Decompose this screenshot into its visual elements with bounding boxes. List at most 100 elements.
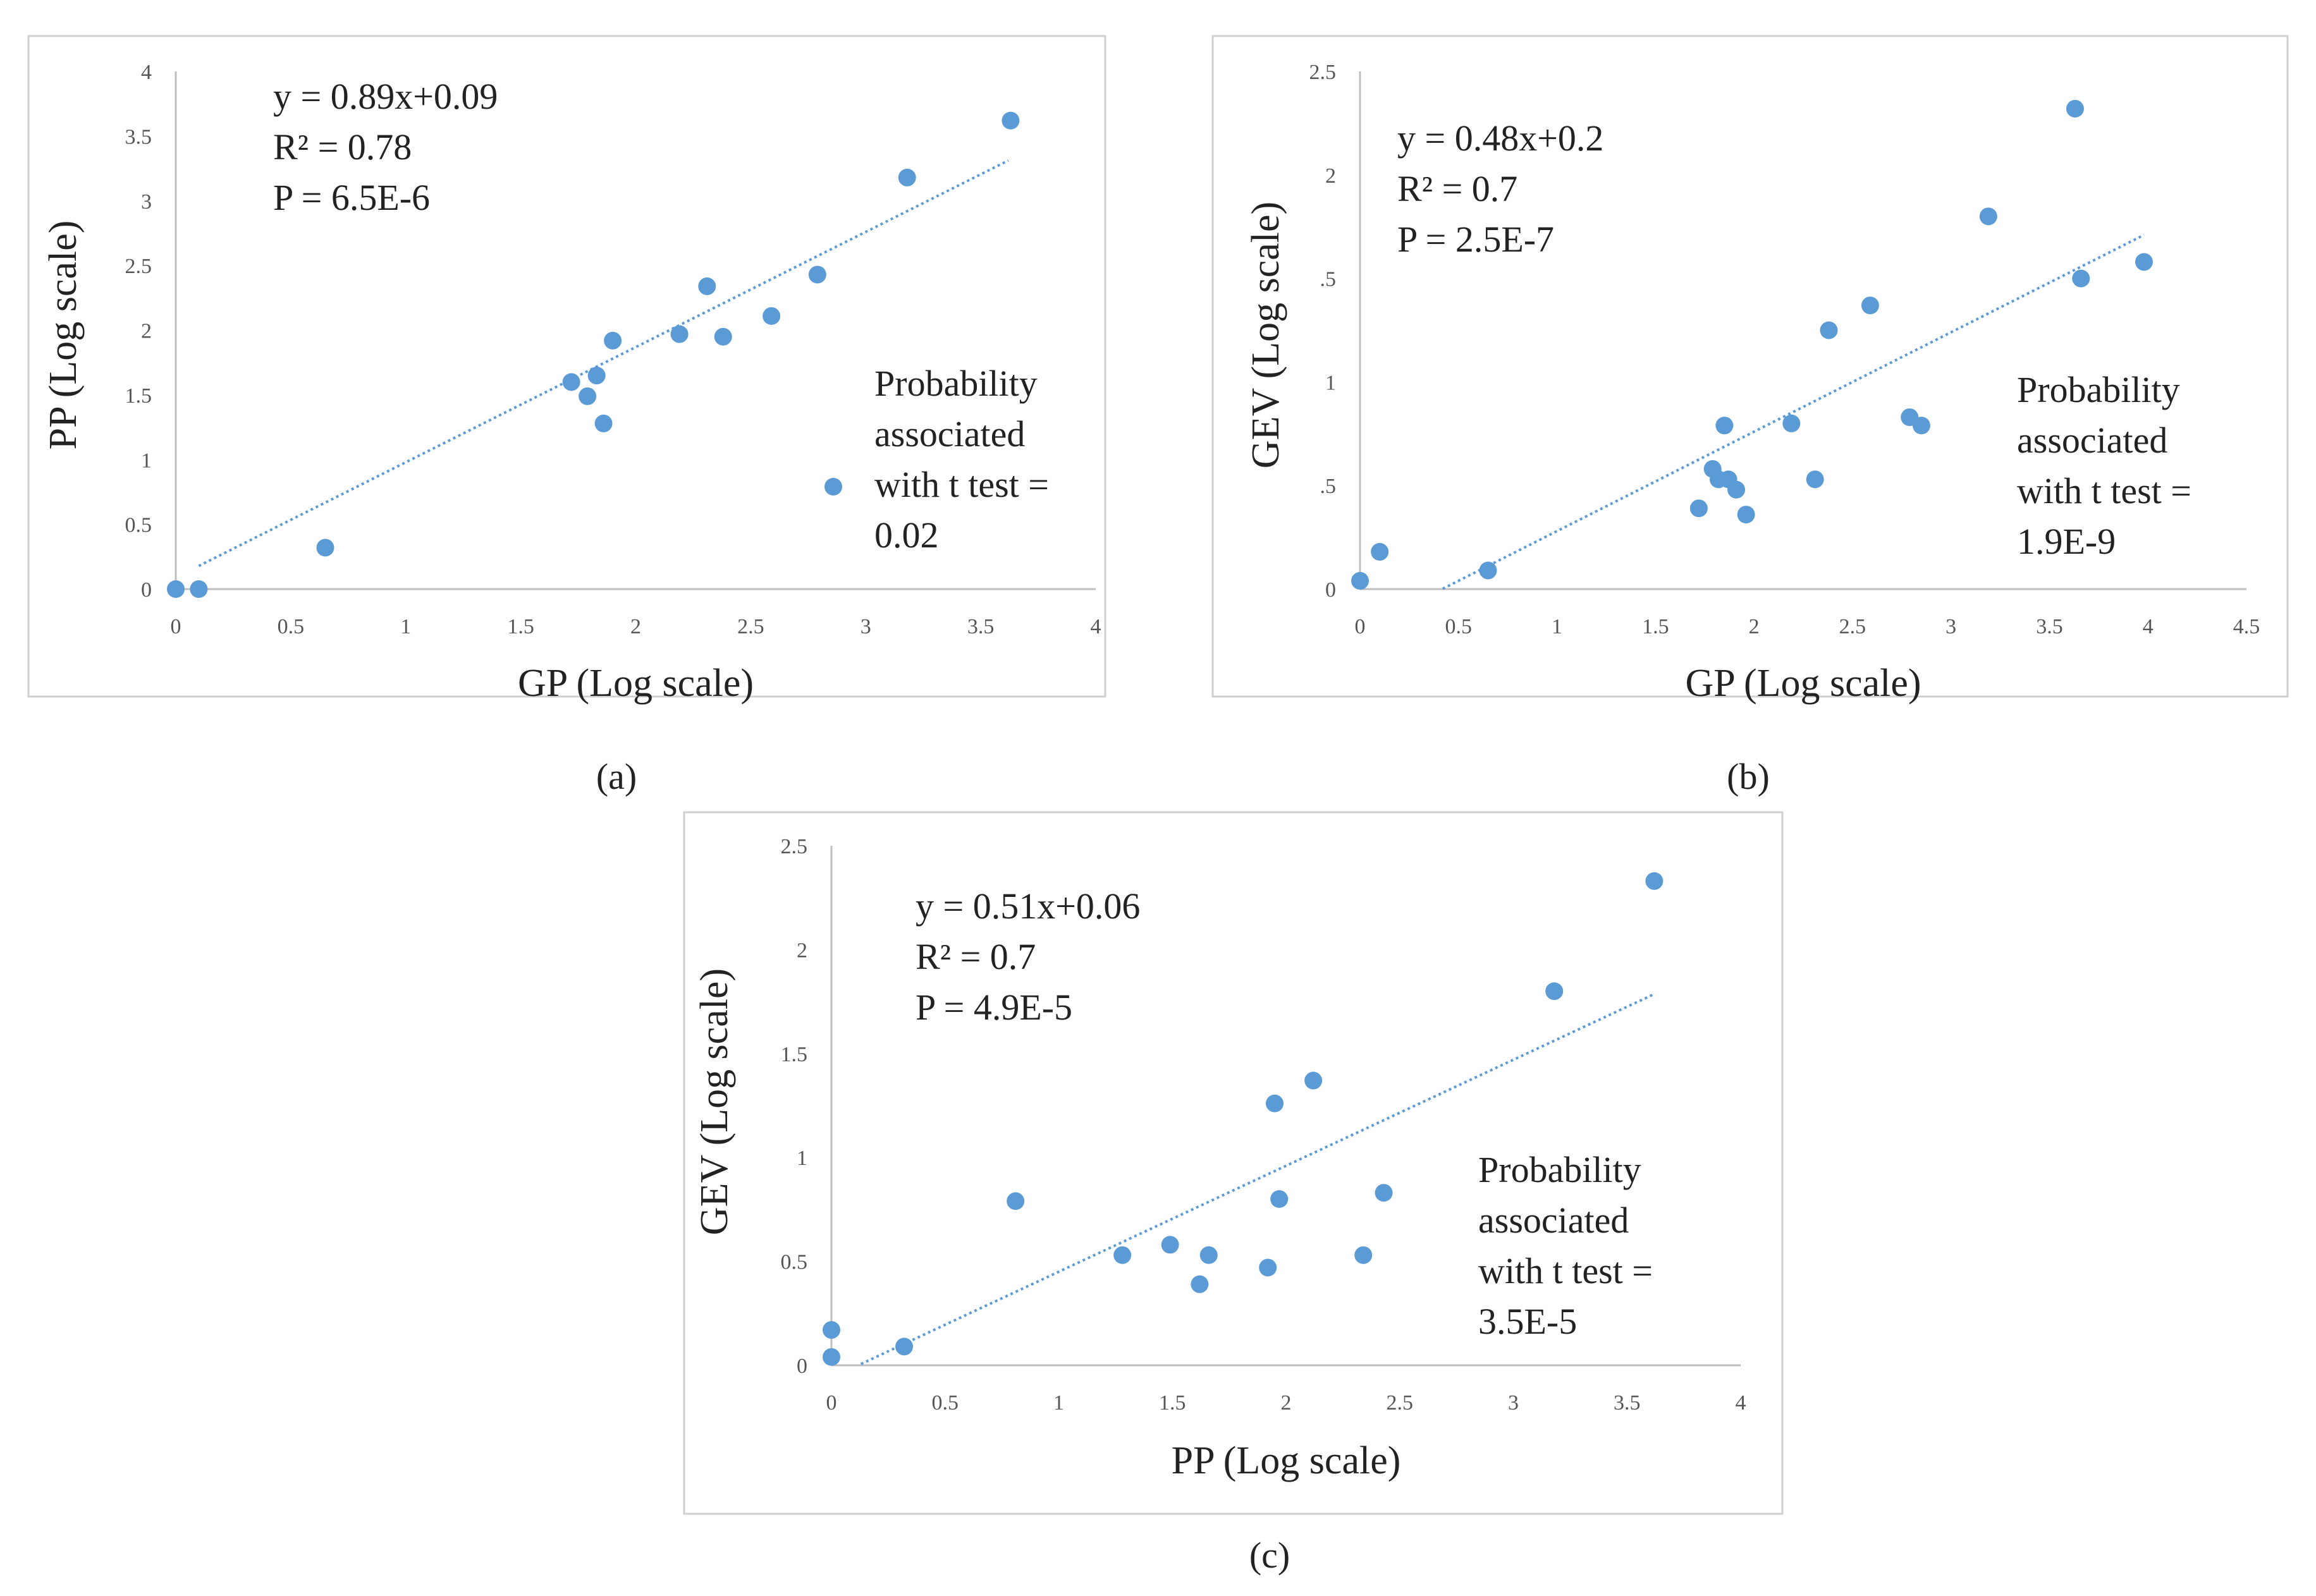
panel-c-caption: (c) (1249, 1535, 1290, 1576)
panel-b-equation: y = 0.48x+0.2 (1397, 118, 1603, 159)
panel-a-data-point (316, 539, 334, 557)
panel-a-data-point (763, 307, 781, 325)
panel-a-x-tick-label: 2.5 (737, 615, 764, 638)
panel-c-data-point (895, 1337, 914, 1356)
panel-c-y-tick-label: 0 (797, 1355, 807, 1378)
panel-b-legend-text: Probability (2017, 369, 2180, 410)
panel-c-x-tick-label: 2.5 (1387, 1391, 1414, 1415)
panel-c-data-point (823, 1348, 840, 1366)
panel-b-y-tick-label: 1 (1325, 371, 1336, 394)
panel-a-data-point (670, 325, 689, 343)
panel-b-data-point (1689, 499, 1708, 518)
panel-b-frame (1211, 35, 2289, 698)
panel-a-data-point (562, 373, 580, 391)
panel-c-y-tick-label: 0.5 (781, 1251, 808, 1274)
panel-b-trendline (1442, 233, 2145, 590)
panel-a-x-tick-label: 3 (861, 615, 871, 638)
panel-b-x-tick-label: 4 (2143, 615, 2154, 638)
panel-a-p-value: P = 6.5E-6 (273, 177, 430, 218)
panel-c-data-point (1270, 1190, 1289, 1208)
panel-c-r-squared: R² = 0.7 (916, 936, 1036, 977)
panel-b-x-tick-label: 3 (1945, 615, 1956, 638)
panel-a-x-tick-label: 0.5 (278, 615, 305, 638)
panel-b-y-axis-title: GEV (Log scale) (1244, 202, 1287, 468)
panel-b-x-tick-label: 2.5 (1839, 615, 1866, 638)
panel-b-data-point (1912, 417, 1930, 435)
panel-c-frame (683, 811, 1784, 1515)
panel-c-y-tick-label: 1 (797, 1147, 807, 1170)
panel-b-r-squared: R² = 0.7 (1397, 168, 1517, 209)
panel-c-data-point (1304, 1071, 1323, 1090)
panel-c-y-tick-label: 2.5 (781, 835, 808, 858)
panel-c-x-tick-label: 0 (826, 1391, 837, 1415)
panel-b-legend-text: associated (2017, 420, 2167, 461)
panel-c-y-tick-label: 2 (797, 939, 807, 962)
panel-a-equation: y = 0.89x+0.09 (273, 76, 498, 117)
panel-b-data-point (2066, 99, 2084, 118)
panel-c-data-point (1266, 1094, 1284, 1112)
panel-a-x-tick-label: 3.5 (967, 615, 995, 638)
panel-a-x-tick-label: 2 (630, 615, 641, 638)
panel-b-x-tick-label: 4.5 (2233, 615, 2260, 638)
panel-b-y-tick-label: 0 (1325, 578, 1336, 602)
panel-b-data-point (2135, 253, 2153, 271)
panel-a-caption: (a) (596, 756, 637, 797)
panel-b-data-point (1479, 561, 1497, 580)
panel-a-legend-text: with t test = (874, 464, 1049, 505)
panel-a-y-tick-label: 3 (141, 190, 152, 214)
panel-a-data-point (808, 265, 826, 284)
panel-a-legend-marker (824, 478, 842, 496)
panel-c-data-point (1191, 1275, 1209, 1293)
panel-b-legend-text: 1.9E-9 (2017, 521, 2116, 562)
panel-c-data-point (1645, 872, 1663, 890)
panel-b-x-tick-label: 1 (1552, 615, 1562, 638)
panel-a-y-tick-label: 0 (141, 578, 152, 602)
panel-c-data-point (1545, 982, 1564, 1001)
panel-b-y-tick-label: .5 (1320, 268, 1337, 291)
panel-c-data-point (1161, 1236, 1179, 1254)
panel-b-data-point (1979, 207, 1997, 226)
panel-c-x-tick-label: 1.5 (1159, 1391, 1186, 1415)
panel-a-data-point (714, 327, 732, 346)
panel-b-p-value: P = 2.5E-7 (1397, 219, 1554, 260)
panel-c-x-tick-label: 2 (1281, 1391, 1292, 1415)
panel-b-data-point (1715, 417, 1734, 435)
panel-a-y-tick-label: 4 (141, 61, 152, 84)
panel-b-caption: (b) (1727, 756, 1770, 797)
panel-c-x-tick-label: 3.5 (1614, 1391, 1641, 1415)
panel-a-data-point (698, 277, 716, 295)
panel-b-y-tick-label: 2 (1325, 164, 1336, 188)
panel-a-frame (27, 35, 1106, 698)
panel-a-y-tick-label: 1 (141, 449, 152, 472)
panel-a-legend-text: associated (874, 413, 1025, 454)
panel-c-x-tick-label: 3 (1508, 1391, 1519, 1415)
panel-b-x-tick-label: 3.5 (2036, 615, 2063, 638)
panel-a-y-tick-label: 3.5 (125, 125, 152, 149)
panel-a-y-tick-label: 0.5 (125, 514, 152, 537)
panel-c-data-point (1007, 1192, 1025, 1210)
panel-c-p-value: P = 4.9E-5 (916, 987, 1072, 1028)
panel-c-legend-text: Probability (1478, 1149, 1641, 1190)
panel-a-legend-text: Probability (874, 363, 1038, 404)
panel-b-data-point (1371, 543, 1389, 561)
panel-a-x-axis-title: GP (Log scale) (518, 662, 754, 705)
panel-a-legend-text: 0.02 (874, 515, 939, 556)
panel-a-data-point (898, 168, 916, 186)
panel-a-y-tick-label: 2.5 (125, 255, 152, 278)
panel-b-data-point (1727, 480, 1746, 499)
panel-a-data-point (594, 414, 613, 432)
panel-b-data-point (1820, 321, 1838, 339)
panel-b-y-tick-label: .5 (1320, 475, 1337, 498)
panel-a-data-point (579, 387, 597, 405)
panel-c-x-tick-label: 1 (1053, 1391, 1064, 1415)
panel-a-x-tick-label: 1 (400, 615, 411, 638)
panel-c-data-point (1375, 1184, 1393, 1202)
panel-c-legend-text: 3.5E-5 (1478, 1301, 1577, 1342)
panel-b-legend-text: with t test = (2017, 470, 2191, 511)
panel-b-y-tick-label: 2.5 (1309, 61, 1337, 84)
panel-a-x-tick-label: 1.5 (507, 615, 534, 638)
panel-a-r-squared: R² = 0.78 (273, 126, 412, 168)
panel-a-x-tick-label: 4 (1091, 615, 1101, 638)
panel-b-data-point (1737, 506, 1755, 524)
